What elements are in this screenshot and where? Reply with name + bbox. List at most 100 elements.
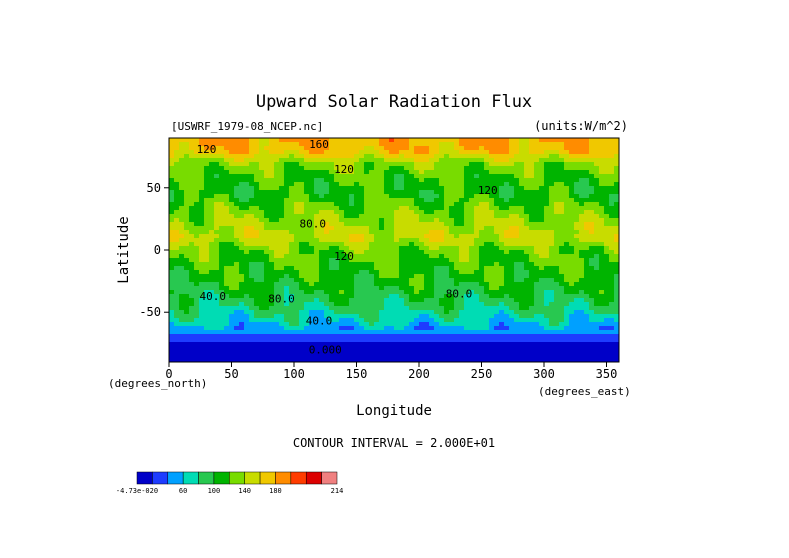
field-cell xyxy=(399,178,405,183)
field-cell xyxy=(414,310,420,315)
field-cell xyxy=(359,238,365,243)
field-cell xyxy=(579,266,585,271)
field-cell xyxy=(369,194,375,199)
field-cell xyxy=(309,322,315,327)
field-cell xyxy=(309,178,315,183)
field-cell xyxy=(559,170,565,175)
field-cell xyxy=(614,314,620,319)
field-cell xyxy=(484,294,490,299)
field-cell xyxy=(269,206,275,211)
field-cell xyxy=(514,186,520,191)
field-cell xyxy=(234,298,240,303)
field-cell xyxy=(539,142,545,147)
field-cell xyxy=(494,138,500,143)
field-cell xyxy=(189,314,195,319)
field-cell xyxy=(274,138,280,143)
field-cell xyxy=(214,222,220,227)
field-cell xyxy=(349,138,355,143)
field-cell xyxy=(329,178,335,183)
field-cell xyxy=(404,238,410,243)
field-cell xyxy=(584,258,590,263)
field-cell xyxy=(439,170,445,175)
field-cell xyxy=(334,198,340,203)
field-cell xyxy=(589,250,595,255)
field-cell xyxy=(554,146,560,151)
field-cell xyxy=(229,182,235,187)
field-cell xyxy=(419,202,425,207)
field-cell xyxy=(374,266,380,271)
field-cell xyxy=(294,254,300,259)
field-cell xyxy=(384,170,390,175)
field-cell xyxy=(529,246,535,251)
field-cell xyxy=(559,258,565,263)
field-cell xyxy=(434,174,440,179)
field-cell xyxy=(554,306,560,311)
field-cell xyxy=(269,346,275,351)
field-cell xyxy=(459,170,465,175)
field-cell xyxy=(224,218,230,223)
field-cell xyxy=(524,246,530,251)
field-cell xyxy=(184,158,190,163)
field-cell xyxy=(314,142,320,147)
field-cell xyxy=(319,342,325,347)
field-cell xyxy=(469,342,475,347)
field-cell xyxy=(599,338,605,343)
field-cell xyxy=(244,282,250,287)
field-cell xyxy=(259,226,265,231)
field-cell xyxy=(529,306,535,311)
field-cell xyxy=(199,238,205,243)
field-cell xyxy=(459,198,465,203)
field-cell xyxy=(559,346,565,351)
field-cell xyxy=(604,226,610,231)
field-cell xyxy=(604,298,610,303)
field-cell xyxy=(469,234,475,239)
field-cell xyxy=(364,162,370,167)
field-cell xyxy=(319,290,325,295)
field-cell xyxy=(514,194,520,199)
field-cell xyxy=(399,266,405,271)
field-cell xyxy=(219,302,225,307)
field-cell xyxy=(434,146,440,151)
field-cell xyxy=(304,322,310,327)
field-cell xyxy=(484,306,490,311)
field-cell xyxy=(194,142,200,147)
field-cell xyxy=(319,318,325,323)
field-cell xyxy=(584,230,590,235)
field-cell xyxy=(229,314,235,319)
field-cell xyxy=(504,270,510,275)
field-cell xyxy=(479,186,485,191)
field-cell xyxy=(244,274,250,279)
field-cell xyxy=(194,178,200,183)
field-cell xyxy=(504,350,510,355)
field-cell xyxy=(464,266,470,271)
field-cell xyxy=(494,174,500,179)
field-cell xyxy=(189,262,195,267)
field-cell xyxy=(489,150,495,155)
field-cell xyxy=(269,262,275,267)
field-cell xyxy=(334,306,340,311)
field-cell xyxy=(609,330,615,335)
field-cell xyxy=(279,182,285,187)
field-cell xyxy=(284,218,290,223)
field-cell xyxy=(569,190,575,195)
field-cell xyxy=(359,230,365,235)
field-cell xyxy=(504,194,510,199)
field-cell xyxy=(469,242,475,247)
field-cell xyxy=(319,150,325,155)
field-cell xyxy=(269,154,275,159)
field-cell xyxy=(514,250,520,255)
field-cell xyxy=(349,242,355,247)
field-cell xyxy=(354,354,360,359)
field-cell xyxy=(259,278,265,283)
field-cell xyxy=(604,230,610,235)
field-cell xyxy=(184,274,190,279)
field-cell xyxy=(429,246,435,251)
field-cell xyxy=(579,238,585,243)
field-cell xyxy=(384,350,390,355)
field-cell xyxy=(404,282,410,287)
field-cell xyxy=(579,194,585,199)
field-cell xyxy=(179,226,185,231)
field-cell xyxy=(259,282,265,287)
field-cell xyxy=(399,194,405,199)
field-cell xyxy=(449,234,455,239)
